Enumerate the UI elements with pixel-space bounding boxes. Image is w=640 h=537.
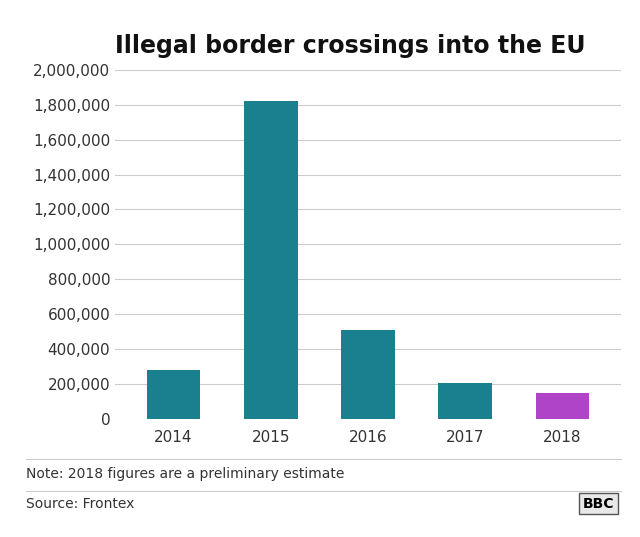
Bar <box>147 370 200 419</box>
Text: Source: Frontex: Source: Frontex <box>26 497 134 511</box>
Bar <box>341 330 395 419</box>
Text: BBC: BBC <box>583 497 614 511</box>
Bar <box>244 101 298 419</box>
Text: Note: 2018 figures are a preliminary estimate: Note: 2018 figures are a preliminary est… <box>26 467 344 481</box>
Bar <box>536 393 589 419</box>
Bar <box>438 383 492 419</box>
Text: Illegal border crossings into the EU: Illegal border crossings into the EU <box>115 34 586 58</box>
